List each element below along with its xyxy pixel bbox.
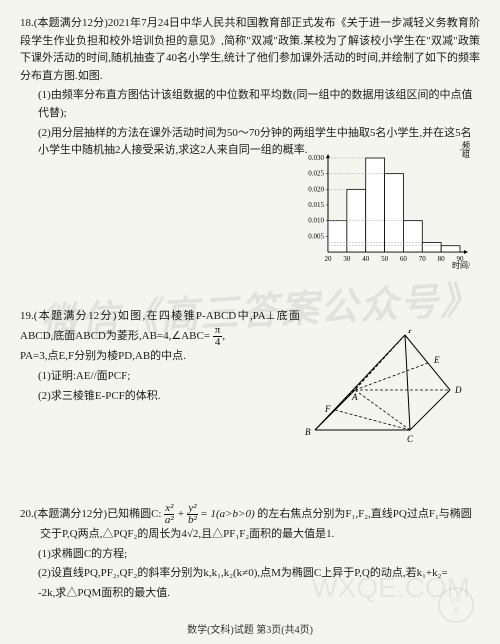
problem-19-sub1: (1)证明:AE//面PCF; (20, 368, 300, 386)
svg-text:A: A (351, 392, 358, 402)
svg-text:80: 80 (438, 255, 446, 263)
svg-text:0.025: 0.025 (308, 170, 324, 178)
problem-20-sub2: (2)设直线PQ,PF₂,QF₂的斜率分别为k,k₁,k₂(k≠0),点M为椭圆… (20, 565, 480, 583)
histogram-chart: 频率组距 0.005 0.010 0.015 0.020 0.025 0.030 20 30 40… (290, 140, 470, 270)
svg-text:C: C (407, 434, 414, 444)
svg-text:资料: 资料 (449, 596, 463, 605)
svg-text:F: F (324, 404, 331, 414)
svg-text:70: 70 (419, 255, 427, 263)
problem-20-sub2b: -2k,求△PQM面积的最大值. (20, 585, 480, 603)
svg-text:50: 50 (381, 255, 389, 263)
svg-text:组距: 组距 (462, 149, 470, 159)
ellipse-equation: x²a² + y²b² = 1(a>b>0) (164, 503, 254, 526)
fraction-pi-4: π4 (213, 325, 223, 348)
problem-19: 19.(本题满分12分)如图,在四棱锥P-ABCD中,PA⊥底面ABCD,底面A… (20, 308, 300, 405)
problem-18-sub1: (1)由频率分布直方图估计该组数据的中位数和平均数(同一组中的数据用该组区间的中… (20, 87, 480, 122)
svg-text:频率: 频率 (462, 140, 470, 150)
svg-text:0.020: 0.020 (308, 185, 324, 193)
pyramid-figure: P A B C D E F (300, 330, 470, 450)
svg-text:40: 40 (362, 255, 370, 263)
svg-text:60: 60 (400, 255, 408, 263)
problem-20-header: 20.(本题满分12分)已知椭圆C: x²a² + y²b² = 1(a>b>0… (20, 503, 480, 526)
svg-text:D: D (454, 385, 462, 395)
page-footer: 数学(文科)试题 第3页(共4页) (0, 621, 500, 636)
svg-text:0.010: 0.010 (308, 217, 324, 225)
problem-19-header2: PA=3,点E,F分别为棱PD,AB的中点. (20, 348, 300, 366)
problem-19-header: 19.(本题满分12分)如图,在四棱锥P-ABCD中,PA⊥底面ABCD,底面A… (20, 308, 300, 349)
svg-text:P: P (407, 330, 414, 335)
problem-20-sub1: (1)求椭圆C的方程; (20, 546, 480, 564)
svg-text:时间/分钟: 时间/分钟 (452, 260, 470, 270)
problem-18-header: 18.(本题满分12分)2021年7月24日中华人民共和国教育部正式发布《关于进… (20, 15, 480, 85)
svg-text:30: 30 (343, 255, 351, 263)
problem-20: 20.(本题满分12分)已知椭圆C: x²a² + y²b² = 1(a>b>0… (20, 503, 480, 602)
problem-19-sub2: (2)求三棱锥E-PCF的体积. (20, 388, 300, 406)
svg-text:圈: 圈 (453, 607, 460, 615)
svg-text:0.015: 0.015 (308, 201, 324, 209)
histogram-svg: 频率组距 0.005 0.010 0.015 0.020 0.025 0.030 20 30 40… (290, 140, 470, 270)
svg-text:B: B (305, 427, 311, 437)
stamp-icon: 资料 圈 (437, 586, 475, 624)
problem-18: 18.(本题满分12分)2021年7月24日中华人民共和国教育部正式发布《关于进… (20, 15, 480, 160)
svg-text:20: 20 (325, 255, 333, 263)
svg-text:E: E (433, 355, 440, 365)
problem-20-line2: 交于P,Q两点,△PQF₂的周长为4√2,且△PF₁F₂面积的最大值是1. (20, 526, 480, 544)
svg-text:0.030: 0.030 (308, 154, 324, 162)
pyramid-svg: P A B C D E F (300, 330, 470, 450)
svg-text:0.005: 0.005 (308, 232, 324, 240)
